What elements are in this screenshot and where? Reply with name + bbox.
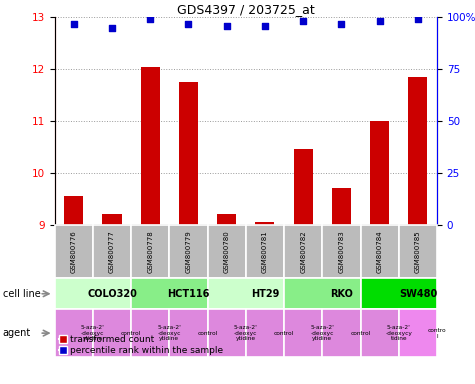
Text: RKO: RKO [330,289,353,299]
Bar [332,189,351,225]
Bar [141,66,160,225]
Bar [284,225,323,278]
Bar [131,225,170,278]
Point [299,18,307,25]
Text: GSM800776: GSM800776 [71,230,77,273]
Bar [170,309,208,357]
Bar [55,309,93,357]
Text: control: control [351,331,370,336]
Text: contro
l: contro l [428,328,446,339]
Text: GSM800778: GSM800778 [147,230,153,273]
Legend: transformed count, percentile rank within the sample: transformed count, percentile rank withi… [59,335,223,356]
Bar [170,225,208,278]
Text: SW480: SW480 [399,289,437,299]
Bar [179,82,198,225]
Bar [93,309,131,357]
Bar [208,225,246,278]
Text: control: control [121,331,141,336]
Point [146,16,154,22]
Point [108,25,116,31]
Text: GSM800780: GSM800780 [224,230,230,273]
Text: GSM800782: GSM800782 [300,230,306,273]
Point [70,20,77,26]
Title: GDS4397 / 203725_at: GDS4397 / 203725_at [177,3,314,16]
Bar [93,225,131,278]
Bar [217,214,236,225]
Bar [131,278,208,309]
Point [261,23,269,29]
Point [338,20,345,26]
Bar [399,225,437,278]
Bar [370,121,389,225]
Text: GSM800781: GSM800781 [262,230,268,273]
Bar [284,309,323,357]
Text: GSM800784: GSM800784 [377,230,383,273]
Bar [294,149,313,225]
Bar [246,309,284,357]
Point [185,20,192,26]
Text: agent: agent [3,328,31,338]
Bar [103,214,122,225]
Text: control: control [198,331,218,336]
Point [376,18,383,25]
Text: control: control [274,331,294,336]
Text: 5-aza-2'
-deoxyc
ytidine: 5-aza-2' -deoxyc ytidine [234,325,258,341]
Bar [322,225,361,278]
Text: 5-aza-2'
-deoxycy
tidine: 5-aza-2' -deoxycy tidine [385,325,412,341]
Text: GSM800783: GSM800783 [338,230,344,273]
Text: COLO320: COLO320 [87,289,137,299]
Bar [408,77,428,225]
Bar [256,222,275,225]
Text: GSM800785: GSM800785 [415,230,421,273]
Point [414,16,422,22]
Text: 5-aza-2'
-deoxyc
ytidine: 5-aza-2' -deoxyc ytidine [310,325,334,341]
Bar [284,278,361,309]
Text: GSM800779: GSM800779 [185,230,191,273]
Bar [399,309,437,357]
Bar [322,309,361,357]
Text: HCT116: HCT116 [167,289,209,299]
Bar [208,309,246,357]
Bar [361,278,437,309]
Text: 5-aza-2'
-deoxyc
ytidine: 5-aza-2' -deoxyc ytidine [81,325,105,341]
Bar [361,309,399,357]
Text: 5-aza-2'
-deoxyc
ytidine: 5-aza-2' -deoxyc ytidine [157,325,181,341]
Bar [64,196,83,225]
Bar [361,225,399,278]
Bar [55,225,93,278]
Bar [55,278,131,309]
Text: cell line: cell line [3,289,40,299]
Bar [246,225,284,278]
Bar [131,309,170,357]
Point [223,23,230,29]
Bar [208,278,284,309]
Text: GSM800777: GSM800777 [109,230,115,273]
Text: HT29: HT29 [251,289,279,299]
